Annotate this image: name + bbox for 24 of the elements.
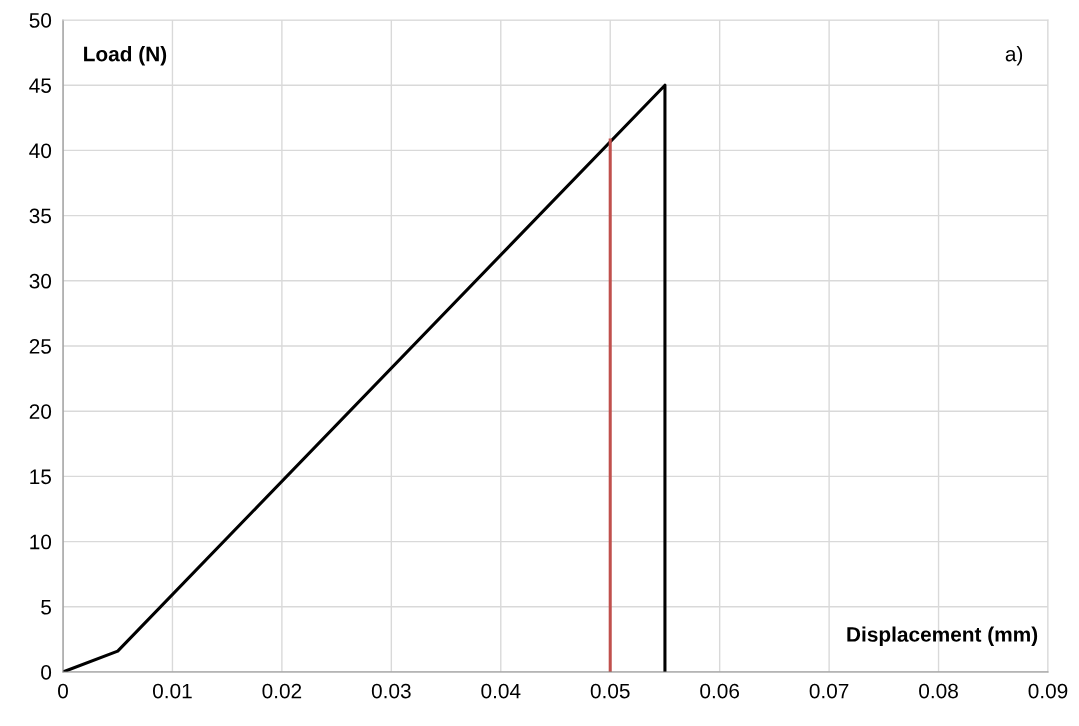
y-tick-label: 20: [29, 404, 52, 419]
y-tick-label: 0: [41, 665, 52, 680]
x-tick-label: 0.08: [919, 683, 958, 699]
y-tick-label: 40: [29, 143, 52, 159]
x-tick-label: 0.03: [371, 683, 411, 699]
annotation: a): [1005, 46, 1023, 66]
y-tick-label: 45: [29, 78, 52, 93]
y-tick-label: 15: [30, 469, 52, 485]
y-tick-label: 50: [29, 13, 52, 28]
x-axis-title: Displacement (mm): [847, 626, 1038, 646]
x-tick-label: 0: [58, 683, 68, 699]
x-tick-label: 0.09: [1028, 683, 1068, 699]
x-tick-label: 0.05: [590, 683, 630, 699]
y-tick-label: 10: [30, 534, 52, 550]
x-tick-label: 0.07: [809, 683, 849, 699]
x-tick-label: 0.06: [700, 683, 740, 699]
y-tick-label: 35: [29, 208, 52, 224]
x-tick-label: 0.01: [152, 683, 192, 699]
y-tick-label: 25: [29, 339, 52, 354]
x-tick-label: 0.04: [481, 683, 521, 699]
y-axis-title: Load (N): [84, 46, 167, 66]
x-tick-label: 0.02: [262, 683, 302, 699]
y-tick-label: 30: [29, 273, 52, 289]
y-tick-label: 5: [41, 600, 52, 615]
